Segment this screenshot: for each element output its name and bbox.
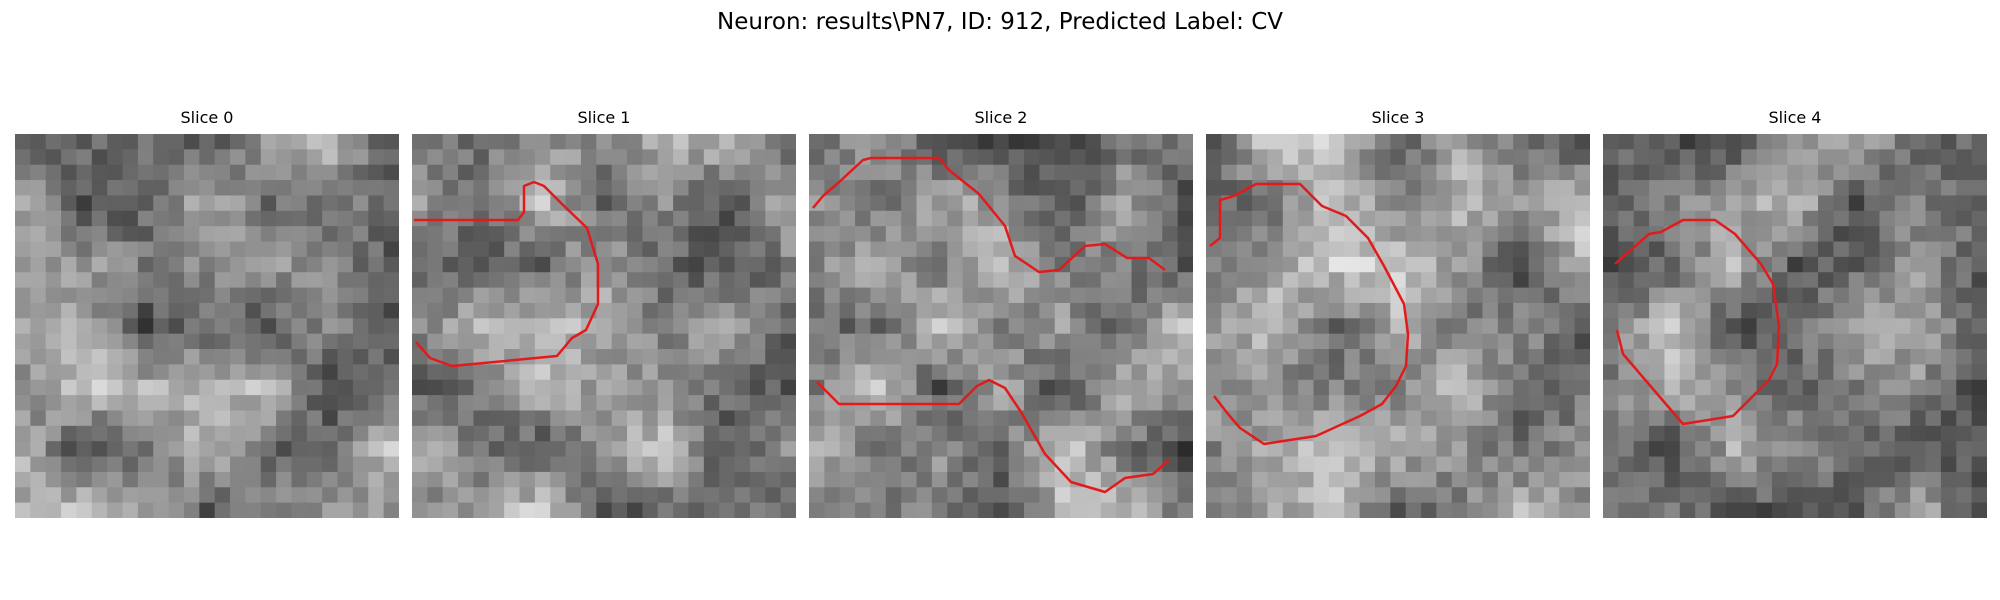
slice-image-3 (1206, 134, 1590, 518)
slice-image-0 (15, 134, 399, 518)
slice-image-2 (809, 134, 1193, 518)
segmentation-contour (816, 378, 1170, 494)
slice-title-4: Slice 4 (1768, 108, 1822, 127)
segmentation-contour (414, 180, 600, 368)
segmentation-contour (812, 156, 1166, 274)
slice-panel-3: Slice 3 (1206, 108, 1590, 518)
slice-panel-2: Slice 2 (809, 108, 1193, 518)
slice-panel-1: Slice 1 (412, 108, 796, 518)
segmentation-contour (1209, 182, 1410, 446)
slice-image-1 (412, 134, 796, 518)
segmentation-contour (1614, 218, 1781, 426)
slice-title-2: Slice 2 (974, 108, 1028, 127)
slice-image-4 (1603, 134, 1987, 518)
slice-panel-4: Slice 4 (1603, 108, 1987, 518)
figure-title: Neuron: results\PN7, ID: 912, Predicted … (717, 9, 1283, 35)
slice-title-0: Slice 0 (180, 108, 234, 127)
slice-panel-0: Slice 0 (15, 108, 399, 518)
slice-title-1: Slice 1 (577, 108, 631, 127)
slice-title-3: Slice 3 (1371, 108, 1425, 127)
